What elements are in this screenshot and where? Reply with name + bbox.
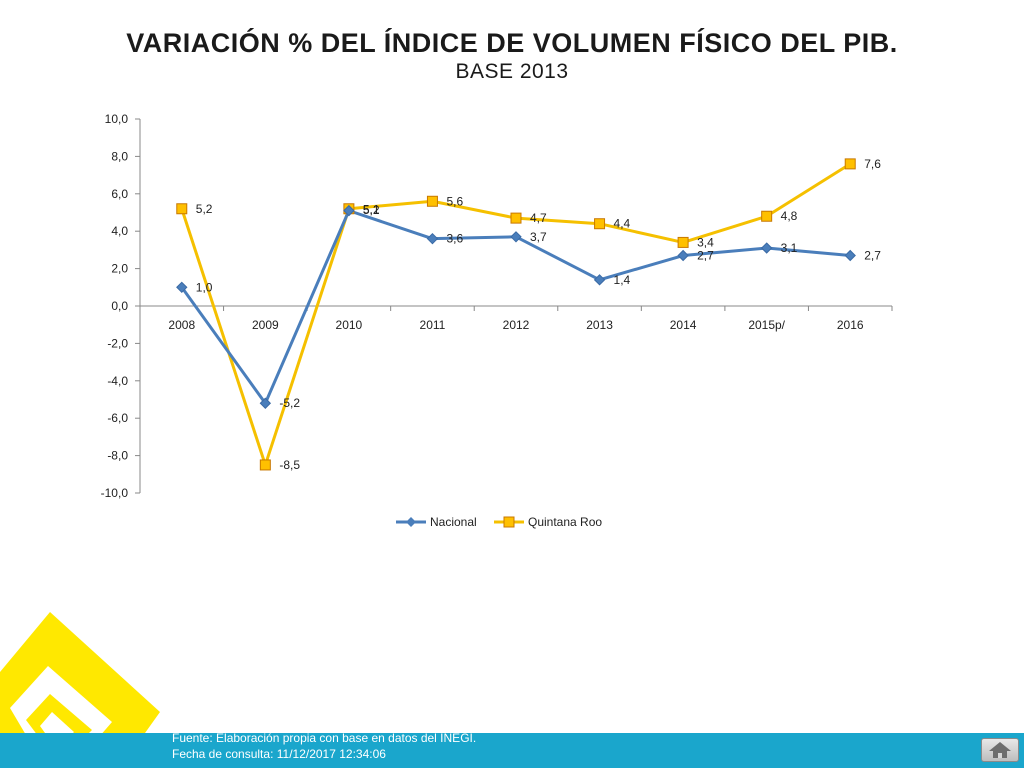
home-button[interactable] — [981, 738, 1019, 762]
data-label: 4,4 — [614, 217, 631, 231]
data-label: 3,6 — [446, 232, 463, 246]
data-point-quintana-roo — [594, 218, 606, 230]
y-tick-label: 6,0 — [111, 187, 128, 201]
data-point-quintana-roo — [677, 236, 689, 248]
y-tick-label: 2,0 — [111, 262, 128, 276]
y-tick-label: -6,0 — [107, 411, 128, 425]
data-label: 5,1 — [363, 203, 380, 217]
data-point-quintana-roo — [761, 210, 773, 222]
data-label: 7,6 — [864, 157, 881, 171]
x-tick-label: 2009 — [252, 318, 279, 332]
legend-label-nacional: Nacional — [430, 515, 477, 529]
data-point-nacional — [844, 249, 856, 262]
data-point-nacional — [259, 397, 272, 409]
y-tick-label: 4,0 — [111, 224, 128, 238]
chart-subtitle: BASE 2013 — [455, 60, 569, 83]
data-point-quintana-roo — [510, 212, 522, 224]
x-tick-label: 2015p/ — [748, 318, 785, 332]
series-line-quintana-roo — [180, 162, 852, 467]
data-label: 4,8 — [781, 209, 798, 223]
home-icon — [989, 742, 1011, 758]
x-tick-label: 2016 — [837, 318, 864, 332]
data-label: 3,4 — [697, 235, 714, 249]
x-tick-label: 2010 — [336, 318, 363, 332]
legend-marker-quintana-roo — [503, 516, 515, 528]
legend-marker-nacional — [406, 517, 416, 527]
data-label: -5,2 — [279, 396, 300, 410]
data-point-quintana-roo — [176, 203, 188, 215]
data-label: 1,0 — [196, 280, 213, 294]
data-point-nacional — [510, 231, 522, 243]
y-tick-label: -4,0 — [107, 374, 128, 388]
footer-date: Fecha de consulta: 11/12/2017 12:34:06 — [172, 747, 386, 761]
x-tick-label: 2011 — [420, 318, 446, 332]
legend-label-quintana-roo: Quintana Roo — [528, 515, 602, 529]
y-tick-label: -2,0 — [107, 336, 128, 350]
data-label: 2,7 — [697, 249, 714, 263]
y-tick-label: 0,0 — [111, 299, 128, 313]
data-label: 3,7 — [530, 230, 547, 244]
data-label: 2,7 — [864, 249, 881, 263]
data-label: 5,2 — [196, 202, 213, 216]
data-point-quintana-roo — [259, 459, 271, 471]
data-point-nacional — [176, 281, 188, 294]
data-point-nacional — [343, 204, 355, 217]
y-tick-label: -8,0 — [107, 449, 128, 463]
x-tick-label: 2013 — [586, 318, 613, 332]
line-chart: 10,0 8,0 6,0 4,0 2,0 0,0 -2,0 -4,0 -6,0 -8,0 -10,0… — [101, 112, 893, 529]
x-tick-label: 2014 — [670, 318, 697, 332]
data-point-quintana-roo — [426, 195, 438, 207]
data-point-nacional — [426, 232, 439, 245]
chart-title: VARIACIÓN % DEL ÍNDICE DE VOLUMEN FÍSICO… — [126, 28, 898, 58]
y-tick-label: 10,0 — [105, 112, 129, 126]
footer-source: Fuente: Elaboración propia con base en d… — [172, 731, 477, 745]
footer-bar — [0, 733, 1024, 768]
data-label: 1,4 — [614, 273, 631, 287]
data-label: 5,2 — [363, 203, 380, 217]
data-point-nacional — [760, 242, 773, 254]
data-label: 5,6 — [446, 194, 463, 208]
data-point-quintana-roo — [844, 158, 856, 170]
data-label: -8,5 — [279, 458, 300, 472]
data-label: 4,7 — [530, 211, 547, 225]
x-tick-label: 2012 — [503, 318, 530, 332]
y-tick-label: -10,0 — [101, 486, 129, 500]
y-tick-label: 8,0 — [111, 149, 128, 163]
data-label: 3,1 — [781, 241, 798, 255]
data-point-nacional — [593, 274, 606, 286]
data-point-nacional — [677, 249, 689, 262]
x-tick-label: 2008 — [168, 318, 195, 332]
